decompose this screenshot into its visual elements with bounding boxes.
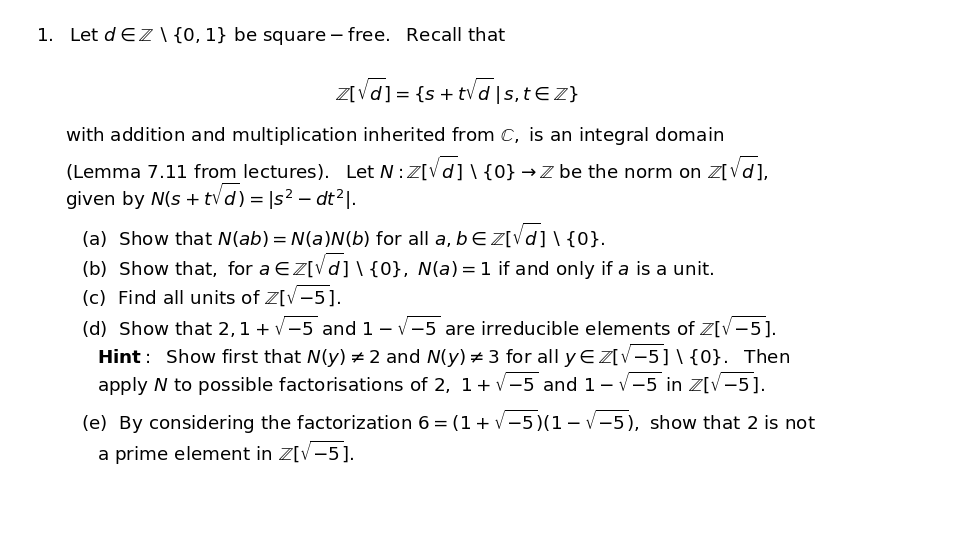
Text: $\mathbb{Z}[\sqrt{d}] = \{s + t\sqrt{d}\,|\, s, t \in \mathbb{Z}\}$: $\mathbb{Z}[\sqrt{d}] = \{s + t\sqrt{d}\… — [335, 76, 579, 107]
Text: $\mathrm{with\ addition\ and\ multiplication\ inherited\ from\ }\mathbb{C}\mathr: $\mathrm{with\ addition\ and\ multiplica… — [65, 125, 724, 147]
Text: $\mathrm{(b)\ \ Show\ that,\ for\ }a \in \mathbb{Z}[\sqrt{d}] \setminus \{0\}\ma: $\mathrm{(b)\ \ Show\ that,\ for\ }a \in… — [81, 251, 715, 282]
Text: $\mathrm{(a)\ \ Show\ that\ }N(ab) = N(a)N(b)\mathrm{\ for\ all\ }a, b \in \math: $\mathrm{(a)\ \ Show\ that\ }N(ab) = N(a… — [81, 220, 606, 249]
Text: $\mathrm{1.\ \ Let\ }d \in \mathbb{Z} \setminus \{0, 1\}\mathrm{\ be\ square-fre: $\mathrm{1.\ \ Let\ }d \in \mathbb{Z} \s… — [36, 25, 507, 47]
Text: $\mathrm{(c)\ \ Find\ all\ units\ of\ }\mathbb{Z}[\sqrt{-5}]\mathrm{.}$: $\mathrm{(c)\ \ Find\ all\ units\ of\ }\… — [81, 282, 341, 308]
Text: $\mathbf{Hint}\mathrm{:\ \ Show\ first\ that\ }N(y) \neq 2\mathrm{\ and\ }N(y) \: $\mathbf{Hint}\mathrm{:\ \ Show\ first\ … — [97, 342, 790, 370]
Text: $\mathrm{apply\ }N\mathrm{\ to\ possible\ factorisations\ of\ }2\mathrm{,\ }1 + : $\mathrm{apply\ }N\mathrm{\ to\ possible… — [97, 370, 765, 398]
Text: $\mathrm{(e)\ \ By\ considering\ the\ factorization\ }6 = (1 + \sqrt{-5})(1 - \s: $\mathrm{(e)\ \ By\ considering\ the\ fa… — [81, 407, 816, 436]
Text: $\mathrm{a\ prime\ element\ in\ }\mathbb{Z}[\sqrt{-5}]\mathrm{.}$: $\mathrm{a\ prime\ element\ in\ }\mathbb… — [97, 439, 354, 467]
Text: $\mathrm{given\ by\ }N(s + t\sqrt{d}) = |s^2 - dt^2|\mathrm{.}$: $\mathrm{given\ by\ }N(s + t\sqrt{d}) = … — [65, 181, 356, 212]
Text: $\mathrm{(Lemma\ 7.11\ from\ lectures).\ \ Let\ }N : \mathbb{Z}[\sqrt{d}] \setmi: $\mathrm{(Lemma\ 7.11\ from\ lectures).\… — [65, 153, 769, 182]
Text: $\mathrm{(d)\ \ Show\ that\ }2, 1 + \sqrt{-5}\mathrm{\ and\ }1 - \sqrt{-5}\mathr: $\mathrm{(d)\ \ Show\ that\ }2, 1 + \sqr… — [81, 313, 776, 338]
